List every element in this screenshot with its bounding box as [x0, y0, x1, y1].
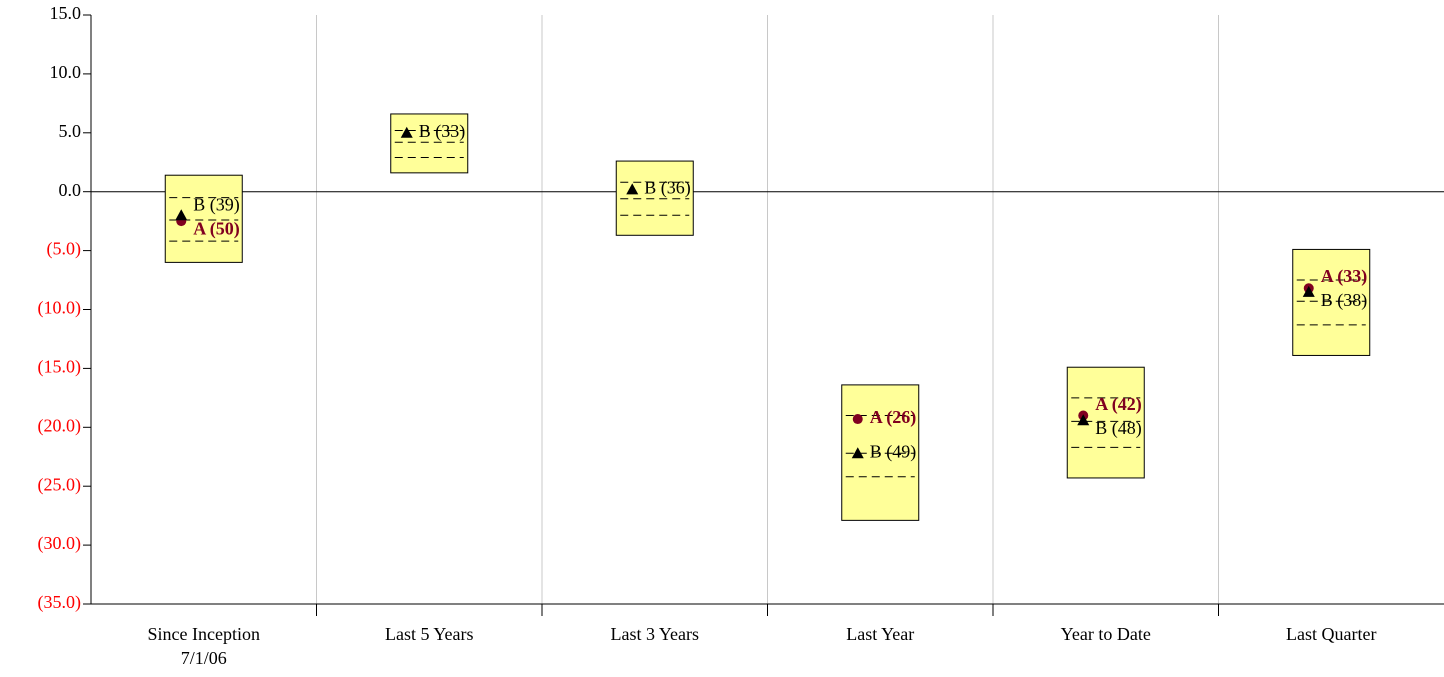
- point-b: [626, 183, 639, 195]
- x-tick-label-line: Last 3 Years: [611, 624, 700, 644]
- point-label: B (48): [1095, 418, 1142, 439]
- y-tick-label: (15.0): [38, 357, 82, 378]
- point-label: A (33): [1321, 266, 1368, 287]
- x-tick-label-line: Last Year: [846, 624, 914, 644]
- x-tick-label: Last 5 Years: [385, 624, 474, 644]
- point-label: B (38): [1321, 290, 1368, 311]
- y-tick-label: (30.0): [38, 533, 82, 554]
- y-tick-label: (10.0): [38, 298, 82, 319]
- point-label: A (42): [1095, 394, 1142, 415]
- y-tick-label: (25.0): [38, 474, 82, 495]
- x-tick-label-line: Last Quarter: [1286, 624, 1376, 644]
- y-tick-label: 0.0: [59, 180, 82, 200]
- x-tick-label-line: Last 5 Years: [385, 624, 474, 644]
- box: [1292, 248, 1371, 356]
- point-label: B (39): [193, 194, 240, 215]
- x-tick-label: Last Year: [846, 624, 914, 644]
- point-label: B (49): [870, 441, 917, 462]
- x-tick-label-line: Year to Date: [1061, 624, 1151, 644]
- point-b: [400, 126, 413, 138]
- point-b: [1302, 285, 1315, 297]
- x-tick-label-line: 7/1/06: [181, 648, 227, 668]
- y-tick-label: (35.0): [38, 592, 82, 613]
- box: [841, 384, 920, 521]
- box: [390, 113, 469, 174]
- x-tick-label: Last Quarter: [1286, 624, 1376, 644]
- y-tick-label: 15.0: [50, 3, 82, 23]
- point-label: A (50): [193, 218, 240, 239]
- point-b: [1077, 414, 1090, 426]
- x-tick-label: Last 3 Years: [611, 624, 700, 644]
- y-tick-label: 10.0: [50, 62, 82, 82]
- x-tick-label-line: Since Inception: [148, 624, 260, 644]
- box: [615, 160, 694, 236]
- x-tick-label: Year to Date: [1061, 624, 1151, 644]
- point-label: A (26): [870, 407, 917, 428]
- y-tick-label: (20.0): [38, 415, 82, 436]
- point-a: [852, 414, 863, 425]
- x-tick-label: Since Inception 7/1/06: [148, 624, 260, 668]
- point-b: [175, 209, 188, 221]
- y-tick-label: (5.0): [47, 239, 82, 260]
- point-b: [851, 447, 864, 459]
- y-tick-label: 5.0: [59, 121, 82, 141]
- point-label: B (33): [419, 121, 466, 142]
- point-label: B (36): [644, 177, 691, 198]
